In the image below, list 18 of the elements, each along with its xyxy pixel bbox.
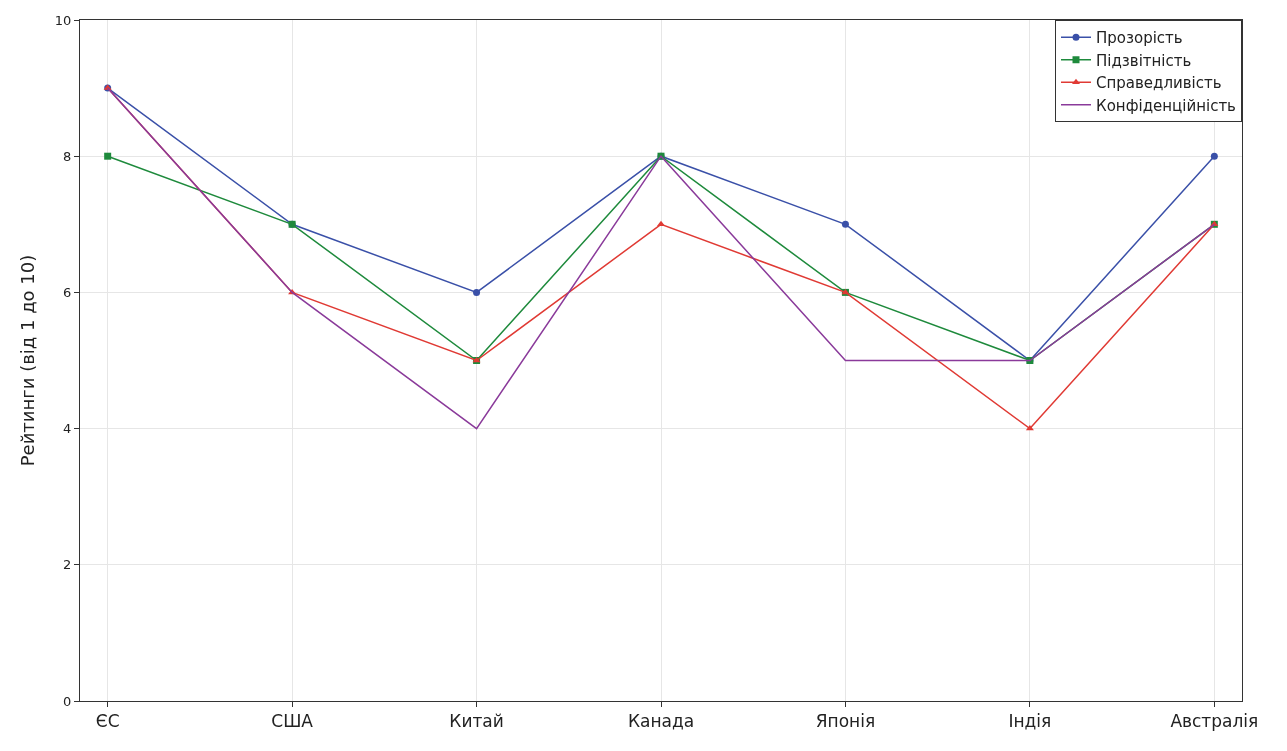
x-tick-label: США [271, 711, 314, 732]
x-tick-label: Канада [627, 711, 695, 732]
legend-label: Прозорість [1096, 29, 1183, 48]
legend-label: Справедливість [1096, 74, 1222, 93]
y-tick-label: 2 [63, 557, 72, 573]
x-tick-label: Китай [449, 711, 504, 732]
x-tick-label: Японія [815, 711, 876, 732]
y-tick-label: 6 [63, 284, 72, 300]
legend-label: Конфіденційність [1096, 96, 1236, 115]
y-axis-title: Рейтинги (від 1 до 10) [17, 254, 39, 467]
legend-label: Підзвітність [1096, 51, 1192, 70]
x-tick-label: ЄС [95, 711, 120, 732]
y-tick-label: 0 [63, 693, 72, 709]
x-tick-label: Індія [1008, 711, 1052, 732]
y-tick-label: 10 [54, 12, 72, 28]
y-tick-label: 8 [63, 148, 72, 164]
x-tick-label: Австралія [1170, 711, 1259, 732]
y-tick-label: 4 [63, 421, 72, 437]
